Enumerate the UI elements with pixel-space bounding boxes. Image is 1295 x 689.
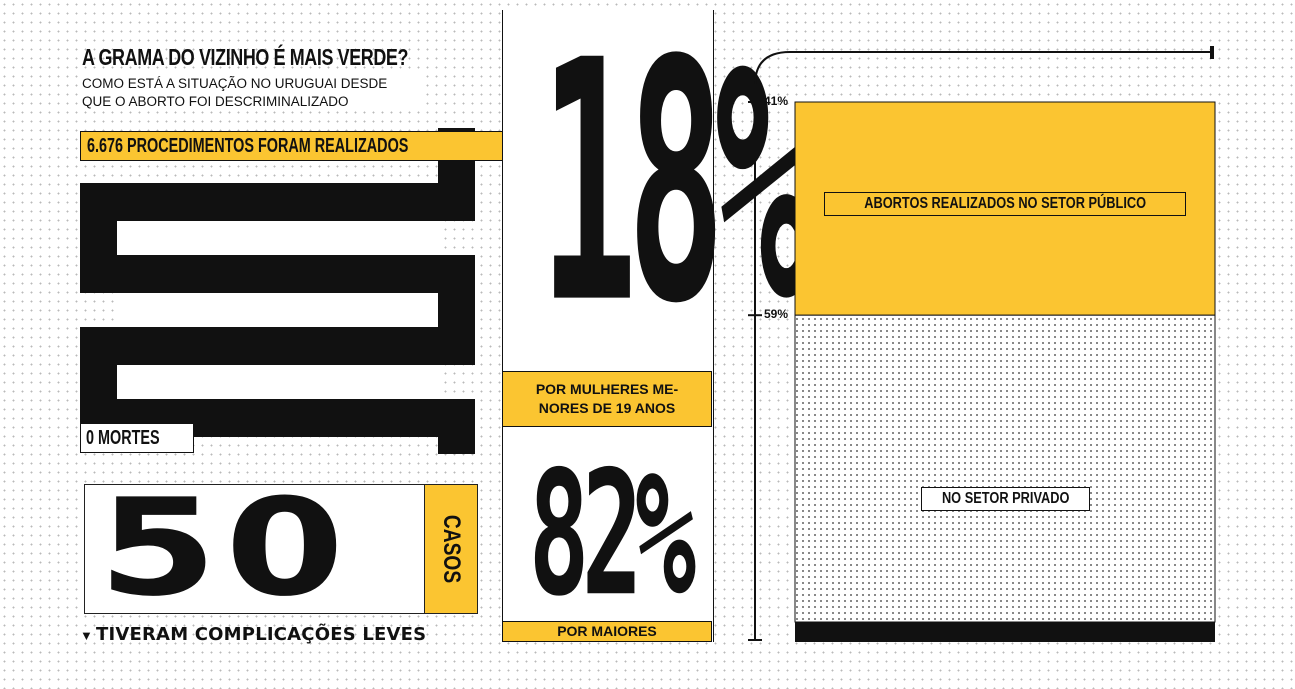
tick-label-public: 41%: [764, 94, 789, 108]
arrow-down-icon: ▼: [80, 628, 93, 643]
cases-caption: TIVERAM COMPLICAÇÕES LEVES: [96, 624, 427, 645]
bar-base: [795, 622, 1215, 642]
page-subtitle: COMO ESTÁ A SITUAÇÃO NO URUGUAI DESDE QU…: [82, 75, 422, 111]
procedures-label: 6.676 PROCEDIMENTOS FORAM REALIZADOS: [80, 131, 541, 161]
pct-under19: 18%: [539, 0, 813, 377]
sector-stacked-bar-chart: [748, 46, 1216, 642]
cases-number: 50: [98, 470, 353, 626]
cases-box: [84, 484, 426, 614]
axis-end-cap: [1210, 46, 1214, 59]
bar-segment-private: [794, 314, 1216, 623]
deaths-label: 0 MORTES: [80, 423, 195, 453]
axis-line: [754, 51, 1212, 640]
series-label-public: ABORTOS REALIZADOS NO SETOR PÚBLICO: [824, 192, 1187, 217]
cases-tag: CASOS: [424, 484, 478, 614]
procedures-maze-graphic: [80, 128, 475, 454]
age-breakdown-column: [502, 10, 714, 642]
tick-label-private: 59%: [764, 307, 789, 322]
page-title: A GRAMA DO VIZINHO É MAIS VERDE?: [82, 44, 409, 70]
series-label-private: NO SETOR PRIVADO: [920, 487, 1090, 512]
adults-label: POR MAIORES: [502, 621, 712, 642]
pct-adults: 82%: [528, 433, 696, 635]
under19-label: POR MULHERES ME- NORES DE 19 ANOS: [502, 371, 712, 427]
